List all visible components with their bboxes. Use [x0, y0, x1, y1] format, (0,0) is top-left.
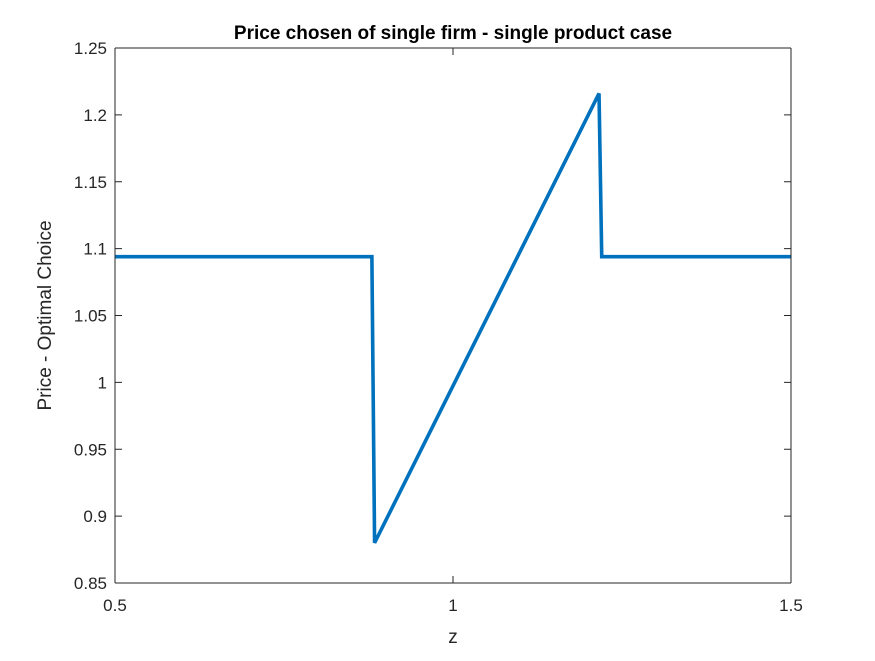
chart-title: Price chosen of single firm - single pro… — [234, 23, 672, 44]
x-tick-label: 0.5 — [103, 596, 127, 615]
y-tick-label: 1.2 — [83, 106, 107, 125]
x-axis-label: z — [448, 627, 458, 648]
series-line-1 — [115, 92, 791, 544]
y-axis-label: Price - Optimal Choice — [35, 220, 56, 410]
y-tick-label: 1 — [98, 373, 107, 392]
y-tick-label: 1.1 — [83, 240, 107, 259]
ticks-layer: 0.5 1 1.5 0.85 0.9 0.95 1 1.05 1.1 1.15 1.2 1.25 — [74, 39, 803, 615]
y-tick-label: 1.05 — [74, 307, 107, 326]
y-tick-label: 0.85 — [74, 574, 107, 593]
y-tick-label: 0.9 — [83, 507, 107, 526]
y-tick-label: 1.25 — [74, 39, 107, 58]
y-tick-label: 1.15 — [74, 173, 107, 192]
y-tick-label: 0.95 — [74, 440, 107, 459]
series-layer — [115, 92, 791, 544]
x-tick-label: 1.5 — [779, 596, 803, 615]
plot-area — [115, 48, 791, 583]
x-tick-label: 1 — [448, 596, 457, 615]
